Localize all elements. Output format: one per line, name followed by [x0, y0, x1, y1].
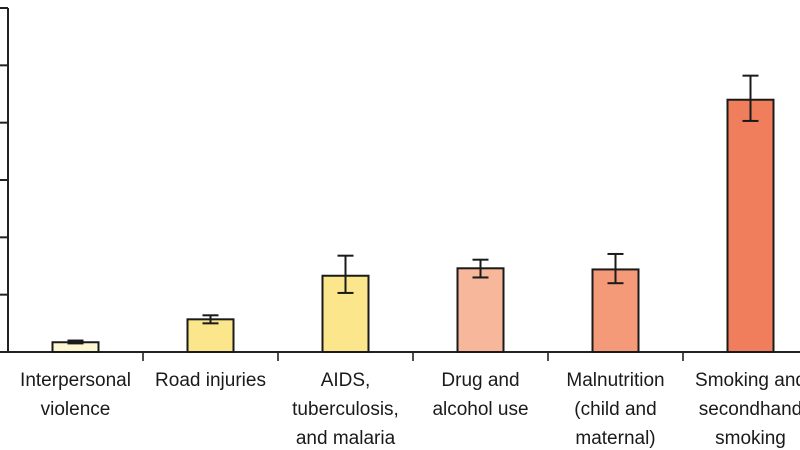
category-label-line: and malaria	[296, 428, 396, 449]
category-label-line: secondhand	[699, 399, 800, 420]
category-label-line: Malnutrition	[566, 370, 664, 391]
bar	[726, 98, 775, 353]
category-label: Drug and alcohol use	[432, 370, 528, 420]
bar	[186, 318, 235, 354]
error-bar	[472, 258, 489, 279]
error-bar	[202, 314, 219, 325]
category-label-line: violence	[41, 399, 111, 420]
error-bar	[337, 254, 354, 294]
category-label-line: Drug and	[441, 370, 519, 391]
category-label-line: (child and	[574, 399, 656, 420]
axes	[0, 7, 800, 361]
category-label-line: maternal)	[575, 428, 655, 449]
category-label: AIDS, tuberculosis, and malaria	[292, 370, 399, 449]
error-bar	[67, 339, 84, 345]
error-bars	[67, 74, 759, 345]
category-label-line: Road injuries	[155, 370, 266, 391]
category-label-line: Interpersonal	[20, 370, 131, 391]
category-label-line: smoking	[715, 428, 786, 449]
category-label-line: alcohol use	[432, 399, 528, 420]
bar	[456, 267, 505, 353]
category-label: Interpersonal violence	[20, 370, 131, 420]
category-labels: Interpersonal violence Road injuries AIDS, t…	[20, 370, 800, 449]
category-label: Smoking and secondhand smoking	[695, 370, 800, 449]
category-label-line: AIDS,	[321, 370, 371, 391]
category-label-line: tuberculosis,	[292, 399, 399, 420]
category-label: Malnutrition (child and maternal)	[566, 370, 664, 449]
bars	[51, 98, 775, 354]
category-label: Road injuries	[155, 370, 266, 391]
category-label-line: Smoking and	[695, 370, 800, 391]
error-bar	[607, 252, 624, 285]
error-bar	[742, 74, 759, 122]
